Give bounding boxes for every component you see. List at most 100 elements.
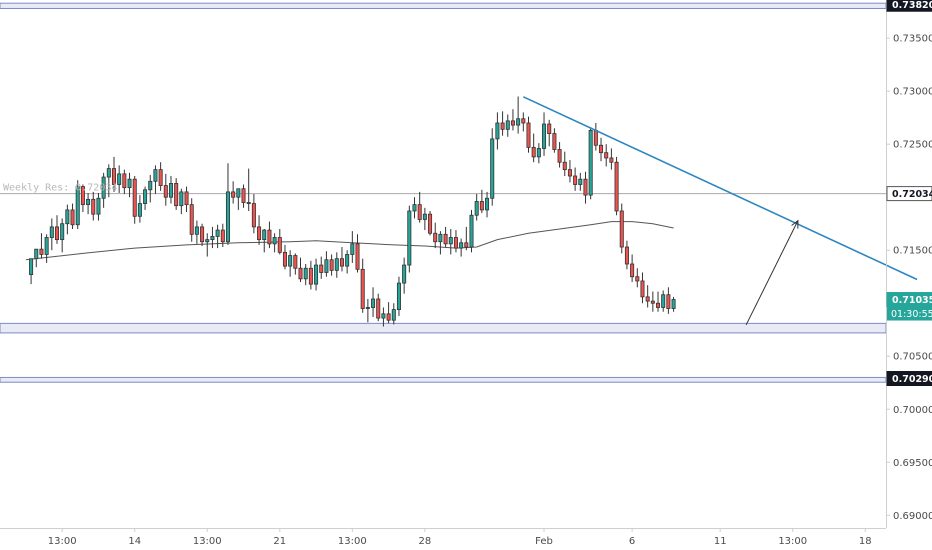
candle-body-down <box>355 243 360 270</box>
candle <box>132 176 137 224</box>
price-tags: 0.73820 0.72034 0.71035 0.70290 01:30:55 <box>886 0 932 387</box>
candle <box>407 205 412 273</box>
candle <box>630 254 635 283</box>
candle <box>495 112 500 150</box>
candle-body-down <box>184 191 189 206</box>
candle <box>422 207 427 231</box>
candle <box>526 116 531 153</box>
candle-body-up <box>324 259 329 273</box>
candle-body-up <box>542 123 547 149</box>
support-zone-band[interactable] <box>0 322 887 334</box>
candle <box>65 204 70 235</box>
candle <box>319 256 324 279</box>
candle-body-up <box>588 130 593 196</box>
candle <box>604 144 609 167</box>
top-resistance-band[interactable] <box>0 2 887 9</box>
candle <box>661 290 666 312</box>
candle <box>443 226 448 248</box>
candle-body-up <box>117 173 122 185</box>
drawings[interactable] <box>522 96 918 326</box>
weekly-res-label: Weekly Res: 0.72034 <box>3 183 117 194</box>
candle <box>148 174 153 203</box>
candle <box>339 247 344 272</box>
candle-body-up <box>578 178 583 185</box>
candle-body-up <box>438 233 443 243</box>
candle <box>573 167 578 191</box>
candle <box>350 231 355 263</box>
candle <box>282 244 287 270</box>
candle-body-up <box>536 148 541 158</box>
candle-body-down <box>231 191 236 198</box>
candle <box>474 194 479 221</box>
candle <box>619 203 624 254</box>
x-tick-label: 14 <box>128 536 141 547</box>
candle-body-up <box>29 258 34 276</box>
candle-body-down <box>666 294 671 309</box>
candle <box>355 234 360 273</box>
candle-body-up <box>485 197 490 211</box>
arrow-head[interactable] <box>791 219 799 229</box>
candle-body-up <box>334 258 339 271</box>
candle-body-up <box>86 198 91 206</box>
candle-body-up <box>215 229 220 237</box>
x-tick-label: Feb <box>535 536 553 547</box>
candlesticks <box>29 96 676 327</box>
candle-body-up <box>236 188 241 198</box>
candle-body-down <box>453 237 458 249</box>
countdown-box <box>887 306 932 321</box>
candle <box>614 156 619 216</box>
candle <box>251 194 256 234</box>
candle <box>521 112 526 132</box>
candle-body-down <box>500 122 505 130</box>
y-tick-label: 0.70500 <box>893 352 932 363</box>
candle <box>80 184 85 213</box>
candle <box>44 234 49 263</box>
candle <box>345 250 350 274</box>
candle-body-up <box>44 237 49 255</box>
candle-body-up <box>396 282 401 310</box>
arrow-line[interactable] <box>745 220 799 326</box>
candle <box>86 192 91 215</box>
price-tag-label: 0.73820 <box>892 0 932 11</box>
candle-body-up <box>345 254 350 267</box>
candle <box>122 169 127 195</box>
candle-body-down <box>386 313 391 321</box>
candle-body-up <box>350 243 355 255</box>
x-tick-label: 28 <box>418 536 431 547</box>
candle-body-up <box>495 122 500 140</box>
bottom-support-band[interactable] <box>0 376 887 383</box>
trendline[interactable] <box>522 96 918 281</box>
candle <box>469 209 474 253</box>
candle-body-up <box>365 307 370 309</box>
candle-body-up <box>168 183 173 198</box>
candle <box>428 210 433 236</box>
candle <box>158 162 163 191</box>
candle <box>593 122 598 151</box>
candle-body-up <box>101 176 106 199</box>
candle <box>438 231 443 255</box>
candle-body-down <box>282 251 287 267</box>
candle <box>298 257 303 283</box>
candle-body-up <box>391 309 396 321</box>
candle-body-up <box>661 294 666 308</box>
candle-body-up <box>459 242 464 249</box>
candle-body-down <box>417 204 422 220</box>
candle-body-up <box>148 180 153 191</box>
candle-body-down <box>562 161 567 171</box>
candle <box>163 173 168 206</box>
candle-body-down <box>552 133 557 150</box>
candle-body-up <box>106 168 111 178</box>
x-tick-label: 11 <box>714 536 727 547</box>
candle-body-up <box>412 204 417 212</box>
candle-body-down <box>298 267 303 280</box>
candle-body-up <box>137 203 142 217</box>
candle-body-up <box>505 120 510 130</box>
candle <box>189 198 194 242</box>
candle-body-down <box>360 268 365 309</box>
price-tag-box <box>886 0 932 12</box>
candle-body-down <box>339 258 344 267</box>
candle <box>547 119 552 147</box>
candle-body-up <box>179 191 184 207</box>
candle <box>391 303 396 325</box>
